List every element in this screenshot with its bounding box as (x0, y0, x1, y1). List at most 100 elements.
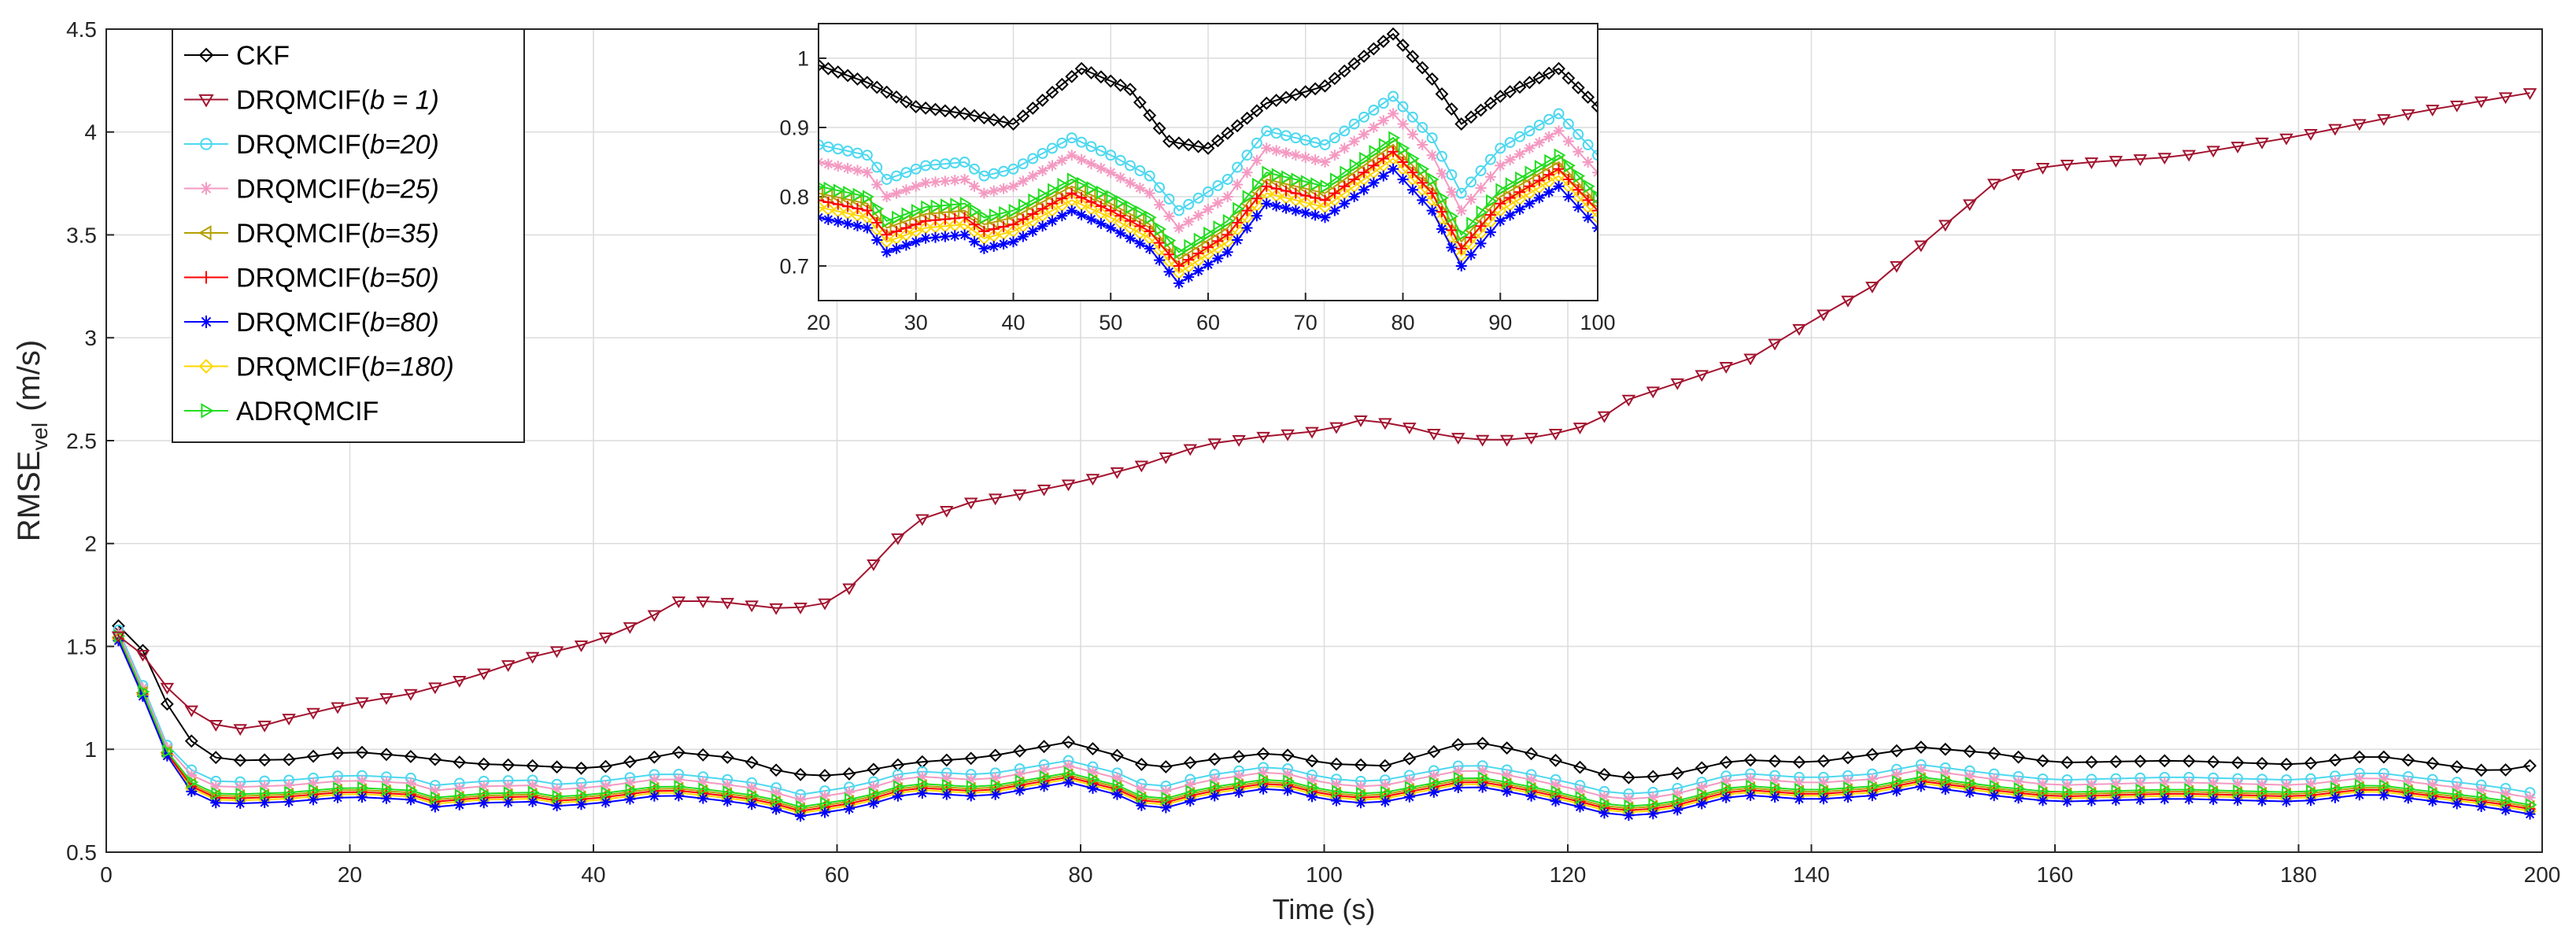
inset-marker-CKF (1493, 89, 1507, 103)
main-marker-ADRQMCIF (2330, 781, 2342, 796)
main-marker-DRQMCIF(b=80) (2232, 794, 2244, 806)
main-marker-DRQMCIF(b = 1) (1743, 353, 1757, 366)
main-line-DRQMCIF(b=180) (117, 638, 2530, 814)
main-marker-DRQMCIF(b=80) (2061, 796, 2073, 807)
main-marker-DRQMCIF(b = 1) (1403, 423, 1417, 434)
main-marker-CKF (209, 751, 223, 765)
inset-marker-DRQMCIF(b=50) (861, 205, 873, 216)
inset-marker-DRQMCIF(b=25) (1134, 183, 1146, 194)
inset-marker-ADRQMCIF (959, 197, 972, 211)
inset-marker-DRQMCIF(b=50) (1484, 209, 1496, 221)
inset-marker-DRQMCIF(b=80) (1144, 243, 1155, 254)
main-marker-ADRQMCIF (1307, 780, 1319, 795)
inset-marker-DRQMCIF(b=20) (1543, 113, 1555, 125)
inset-marker-DRQMCIF(b=80) (1358, 184, 1369, 196)
inset-marker-ADRQMCIF (1485, 194, 1498, 209)
inset-marker-DRQMCIF(b=50) (1562, 174, 1574, 185)
inset-x-tick-label: 100 (1580, 311, 1615, 334)
inset-marker-DRQMCIF(b=50) (822, 197, 834, 209)
inset-marker-DRQMCIF(b=20) (1299, 135, 1311, 146)
inset-marker-ADRQMCIF (1456, 227, 1469, 242)
inset-marker-DRQMCIF(b=25) (1553, 125, 1565, 137)
inset-marker-DRQMCIF(b=50) (1037, 203, 1048, 215)
inset-marker-ADRQMCIF (930, 199, 943, 213)
inset-marker-DRQMCIF(b=25) (1017, 175, 1029, 187)
main-marker-DRQMCIF(b = 1) (257, 720, 272, 733)
inset-marker-DRQMCIF(b=25) (1270, 145, 1282, 157)
main-marker-DRQMCIF(b=25) (283, 780, 295, 792)
main-marker-CKF (867, 762, 881, 777)
inset-marker-ADRQMCIF (1173, 245, 1186, 260)
main-marker-DRQMCIF(b = 1) (135, 650, 150, 662)
main-marker-CKF (696, 748, 710, 762)
main-line-DRQMCIF(b=35) (117, 637, 2530, 810)
inset-marker-DRQMCIF(b=50) (1573, 184, 1584, 196)
main-marker-ADRQMCIF (893, 780, 905, 794)
main-marker-CKF (1086, 742, 1100, 756)
inset-zoom-plot: 20 30 40 50 60 70 80 90 100 0.7 0.8 0.9 1 (779, 23, 1616, 334)
inset-marker-DRQMCIF(b=20) (1465, 176, 1477, 188)
inset-marker-CKF (1484, 96, 1498, 110)
main-marker-DRQMCIF(b=25) (941, 772, 952, 784)
main-marker-DRQMCIF(b=80) (527, 796, 538, 807)
main-marker-DRQMCIF(b=80) (2256, 795, 2268, 807)
inset-marker-CKF (948, 105, 962, 120)
legend-label-prefix: DRQMCIF( (236, 86, 371, 116)
inset-marker-DRQMCIF(b=50) (1329, 187, 1340, 199)
inset-marker-DRQMCIF(b=50) (1105, 205, 1117, 216)
main-x-tick-label: 0 (100, 862, 113, 887)
main-marker-ADRQMCIF (1380, 785, 1392, 799)
main-marker-DRQMCIF(b = 1) (1329, 422, 1343, 434)
inset-marker-DRQMCIF(b=20) (1251, 137, 1262, 149)
main-marker-DRQMCIF(b=25) (649, 773, 660, 785)
main-marker-DRQMCIF(b=25) (210, 781, 222, 792)
inset-x-tick-label: 70 (1294, 311, 1318, 334)
y-axis-label: RMSEvel (m/s) (12, 340, 52, 541)
main-marker-DRQMCIF(b = 1) (306, 707, 320, 720)
main-marker-DRQMCIF(b = 1) (2060, 160, 2075, 172)
main-marker-DRQMCIF(b=80) (429, 801, 441, 813)
main-marker-ADRQMCIF (1843, 781, 1855, 796)
inset-marker-DRQMCIF(b=80) (1319, 212, 1331, 223)
main-marker-CKF (1354, 758, 1368, 772)
main-marker-DRQMCIF(b=80) (1111, 788, 1123, 800)
main-marker-ADRQMCIF (2111, 784, 2123, 798)
main-marker-DRQMCIF(b=25) (1964, 770, 1975, 782)
main-marker-CKF (1451, 737, 1465, 751)
inset-marker-DRQMCIF(b=80) (1281, 202, 1292, 214)
main-marker-DRQMCIF(b = 1) (428, 682, 442, 695)
legend-label-param: b = 1) (370, 86, 439, 116)
main-marker-ADRQMCIF (2208, 783, 2221, 798)
main-marker-DRQMCIF(b=25) (989, 772, 1001, 784)
inset-marker-DRQMCIF(b=25) (1212, 197, 1224, 209)
inset-marker-DRQMCIF(b=20) (1573, 128, 1584, 140)
main-marker-ADRQMCIF (1867, 779, 1879, 794)
inset-marker-ADRQMCIF (1018, 198, 1030, 212)
inset-marker-ADRQMCIF (1398, 141, 1410, 156)
inset-marker-CKF (1591, 100, 1598, 114)
legend-label: DRQMCIF(b=50) (236, 264, 439, 293)
inset-series-DRQMCIF(b=25) (819, 108, 1598, 234)
inset-marker-CKF (996, 115, 1011, 129)
inset-marker-CKF (1259, 96, 1273, 110)
main-marker-DRQMCIF(b=80) (186, 785, 198, 797)
main-marker-DRQMCIF(b = 1) (525, 652, 540, 664)
inset-marker-DRQMCIF(b=20) (1446, 169, 1458, 181)
inset-marker-DRQMCIF(b=25) (1310, 154, 1321, 166)
inset-marker-ADRQMCIF (1563, 158, 1576, 173)
inset-marker-CKF (1250, 104, 1264, 118)
main-marker-DRQMCIF(b = 1) (1817, 309, 1831, 322)
inset-marker-DRQMCIF(b=50) (1436, 206, 1447, 218)
inset-marker-DRQMCIF(b=20) (1582, 139, 1594, 150)
main-marker-DRQMCIF(b=80) (1403, 791, 1415, 803)
inset-marker-DRQMCIF(b=25) (910, 180, 922, 192)
main-marker-CKF (1719, 755, 1733, 770)
main-marker-DRQMCIF(b = 1) (1037, 484, 1051, 497)
inset-marker-DRQMCIF(b=50) (1173, 260, 1185, 271)
inset-marker-DRQMCIF(b=50) (1076, 192, 1088, 204)
main-marker-ADRQMCIF (284, 785, 297, 799)
inset-marker-CKF (1377, 35, 1391, 49)
main-x-tick-label: 180 (2280, 862, 2317, 887)
main-marker-CKF (647, 750, 661, 764)
main-marker-CKF (2426, 756, 2440, 770)
